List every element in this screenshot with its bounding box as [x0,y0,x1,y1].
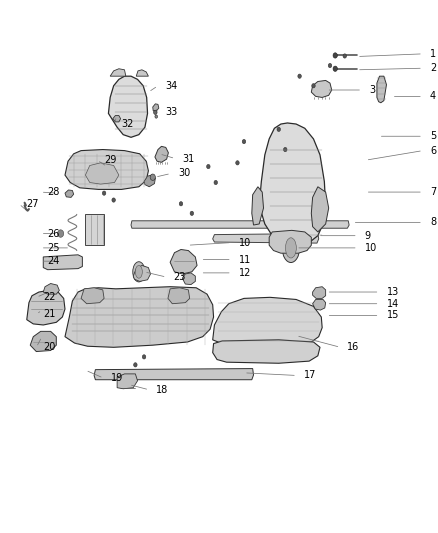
Polygon shape [153,104,159,111]
Polygon shape [311,187,328,232]
Polygon shape [65,287,214,348]
Polygon shape [43,284,59,294]
Polygon shape [213,233,319,243]
Circle shape [277,127,280,132]
Polygon shape [311,80,332,98]
Text: 32: 32 [121,119,134,129]
Ellipse shape [282,233,300,263]
Circle shape [283,148,287,152]
Text: 18: 18 [156,385,169,395]
Polygon shape [131,221,349,228]
Circle shape [102,191,106,195]
Text: 5: 5 [430,131,436,141]
Polygon shape [182,273,195,285]
Polygon shape [85,214,104,245]
Circle shape [179,201,183,206]
Polygon shape [144,175,155,187]
Text: 10: 10 [365,243,377,253]
Text: 34: 34 [165,81,177,91]
Text: 16: 16 [347,342,360,352]
Text: 7: 7 [430,187,436,197]
Circle shape [207,165,210,168]
Circle shape [312,84,315,88]
Text: 14: 14 [386,298,399,309]
Polygon shape [117,374,138,389]
Text: 1: 1 [430,49,436,59]
Circle shape [155,115,158,118]
Ellipse shape [286,238,297,258]
Polygon shape [94,368,254,379]
Polygon shape [252,187,264,225]
Circle shape [298,74,301,78]
Polygon shape [30,332,57,352]
Text: 22: 22 [43,292,56,302]
Text: 25: 25 [48,243,60,253]
Text: 30: 30 [178,168,190,179]
Circle shape [150,174,155,180]
Text: 29: 29 [104,155,117,165]
Polygon shape [43,255,82,270]
Polygon shape [269,230,311,253]
Text: 17: 17 [304,370,316,381]
Polygon shape [377,76,386,103]
Circle shape [328,63,332,68]
Text: 2: 2 [430,63,436,73]
Text: 10: 10 [239,238,251,247]
Circle shape [214,180,218,184]
Ellipse shape [133,262,145,282]
Text: 26: 26 [48,229,60,239]
Text: 33: 33 [165,107,177,117]
Polygon shape [113,116,120,122]
Text: 19: 19 [111,373,123,383]
Polygon shape [65,190,74,197]
Ellipse shape [135,265,142,278]
Circle shape [242,140,246,144]
Circle shape [333,66,337,71]
Polygon shape [213,297,322,345]
Polygon shape [155,147,168,163]
Text: 20: 20 [43,342,56,352]
Circle shape [142,355,146,359]
Polygon shape [85,163,119,184]
Circle shape [343,54,346,58]
Text: 4: 4 [430,91,436,101]
Polygon shape [313,287,325,298]
Text: 9: 9 [365,231,371,241]
Polygon shape [168,288,190,304]
Polygon shape [213,340,320,364]
Text: 21: 21 [43,309,56,319]
Polygon shape [170,249,197,274]
Polygon shape [65,150,148,189]
Text: 28: 28 [48,187,60,197]
Text: 12: 12 [239,268,251,278]
Polygon shape [259,123,325,245]
Text: 13: 13 [386,287,399,297]
Text: 27: 27 [26,199,39,209]
Text: 31: 31 [182,154,194,164]
Polygon shape [313,300,325,310]
Text: 23: 23 [173,272,186,282]
Circle shape [333,53,337,58]
Text: 8: 8 [430,217,436,228]
Polygon shape [27,290,65,325]
Circle shape [154,110,157,115]
Circle shape [112,198,115,202]
Polygon shape [109,76,148,138]
Circle shape [236,161,239,165]
Polygon shape [81,288,104,304]
Circle shape [134,363,137,367]
Polygon shape [133,265,151,281]
Text: 15: 15 [386,310,399,320]
Text: 11: 11 [239,255,251,264]
Polygon shape [110,69,126,76]
Polygon shape [136,70,148,76]
Text: 24: 24 [48,256,60,266]
Circle shape [190,211,194,215]
Circle shape [58,230,64,237]
Text: 6: 6 [430,146,436,156]
Text: 3: 3 [369,85,375,95]
